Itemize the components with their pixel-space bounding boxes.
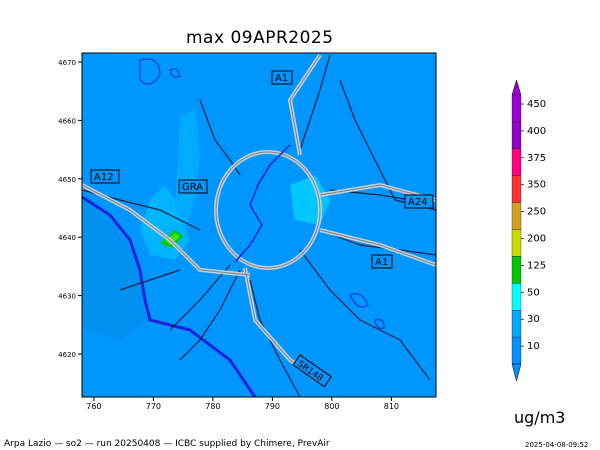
legend-swatch bbox=[511, 256, 522, 284]
road-label-box-a12 bbox=[90, 169, 120, 184]
y-tick-label: 4630 bbox=[58, 293, 76, 301]
legend-level-label: 30 bbox=[527, 314, 540, 325]
legend-level-label: 10 bbox=[527, 341, 540, 352]
legend-level-label: 125 bbox=[527, 260, 546, 271]
road-label-box-sr148 bbox=[292, 354, 332, 388]
legend-swatch bbox=[511, 310, 522, 338]
road-label-a12: A12 bbox=[94, 172, 114, 183]
concentration-field bbox=[82, 53, 436, 397]
river bbox=[234, 144, 291, 263]
road-label-a1-north: A1 bbox=[275, 73, 288, 84]
road-label-a1-south: A1 bbox=[375, 257, 388, 268]
x-tick-label: 770 bbox=[146, 402, 161, 411]
legend-swatch bbox=[511, 94, 522, 123]
road-label-a24: A24 bbox=[408, 197, 428, 208]
coastline bbox=[81, 195, 257, 398]
legend-level-label: 250 bbox=[527, 207, 546, 218]
x-tick-label: 790 bbox=[265, 402, 280, 411]
legend-swatch bbox=[511, 121, 522, 149]
y-tick-label: 4660 bbox=[58, 117, 76, 125]
legend-level-label: 400 bbox=[527, 126, 546, 137]
legend-arrow-top bbox=[511, 79, 522, 96]
legend-swatch bbox=[511, 202, 522, 230]
road-label-gra: GRA bbox=[182, 182, 203, 193]
footer-credit: Arpa Lazio — so2 — run 20250408 — ICBC s… bbox=[4, 439, 330, 449]
road-label-box-a24 bbox=[404, 194, 434, 209]
contour-blob-3 bbox=[349, 293, 369, 308]
y-tick-label: 4640 bbox=[58, 234, 76, 242]
legend-level-label: 200 bbox=[527, 234, 546, 245]
road-label-box-a1-south bbox=[371, 254, 393, 269]
peak-core bbox=[165, 233, 180, 245]
legend-level-label: 50 bbox=[527, 287, 540, 298]
plume-north bbox=[175, 110, 200, 230]
legend-level-label: 350 bbox=[527, 180, 546, 191]
legend-level-label: 375 bbox=[527, 153, 546, 164]
map-title: max 09APR2025 bbox=[186, 28, 334, 48]
x-tick-label: 780 bbox=[205, 402, 220, 411]
y-tick-label: 4650 bbox=[58, 176, 76, 184]
road-label-box-a1-north bbox=[271, 70, 293, 85]
contour-blob-4 bbox=[374, 319, 385, 329]
legend-swatch bbox=[511, 148, 522, 176]
color-legend: 450 400 375 350 250 200 125 50 30 10 bbox=[511, 79, 546, 382]
x-tick-label: 810 bbox=[384, 402, 399, 411]
y-tick-label: 4670 bbox=[58, 59, 76, 67]
x-tick-label: 760 bbox=[86, 402, 101, 411]
legend-swatch bbox=[511, 336, 522, 365]
road-label-box-gra bbox=[178, 179, 208, 194]
legend-arrow-bottom bbox=[511, 363, 522, 382]
sea-area bbox=[82, 197, 150, 340]
legend-swatch bbox=[511, 175, 522, 203]
unit-label: ug/m3 bbox=[514, 408, 566, 427]
legend-level-label: 450 bbox=[527, 99, 546, 110]
footer-timestamp: 2025-04-08-09:52 bbox=[525, 441, 589, 449]
y-axis: 4670 4660 4650 4640 4630 4620 bbox=[58, 59, 82, 359]
contour-blob-2 bbox=[169, 68, 181, 78]
x-axis: 760 770 780 790 800 810 bbox=[86, 397, 399, 411]
x-tick-label: 800 bbox=[324, 402, 339, 411]
contour-blob-1 bbox=[139, 58, 161, 85]
map-frame bbox=[81, 52, 437, 398]
y-tick-label: 4620 bbox=[58, 351, 76, 359]
legend-swatch bbox=[511, 283, 522, 311]
legend-swatch bbox=[511, 229, 522, 257]
